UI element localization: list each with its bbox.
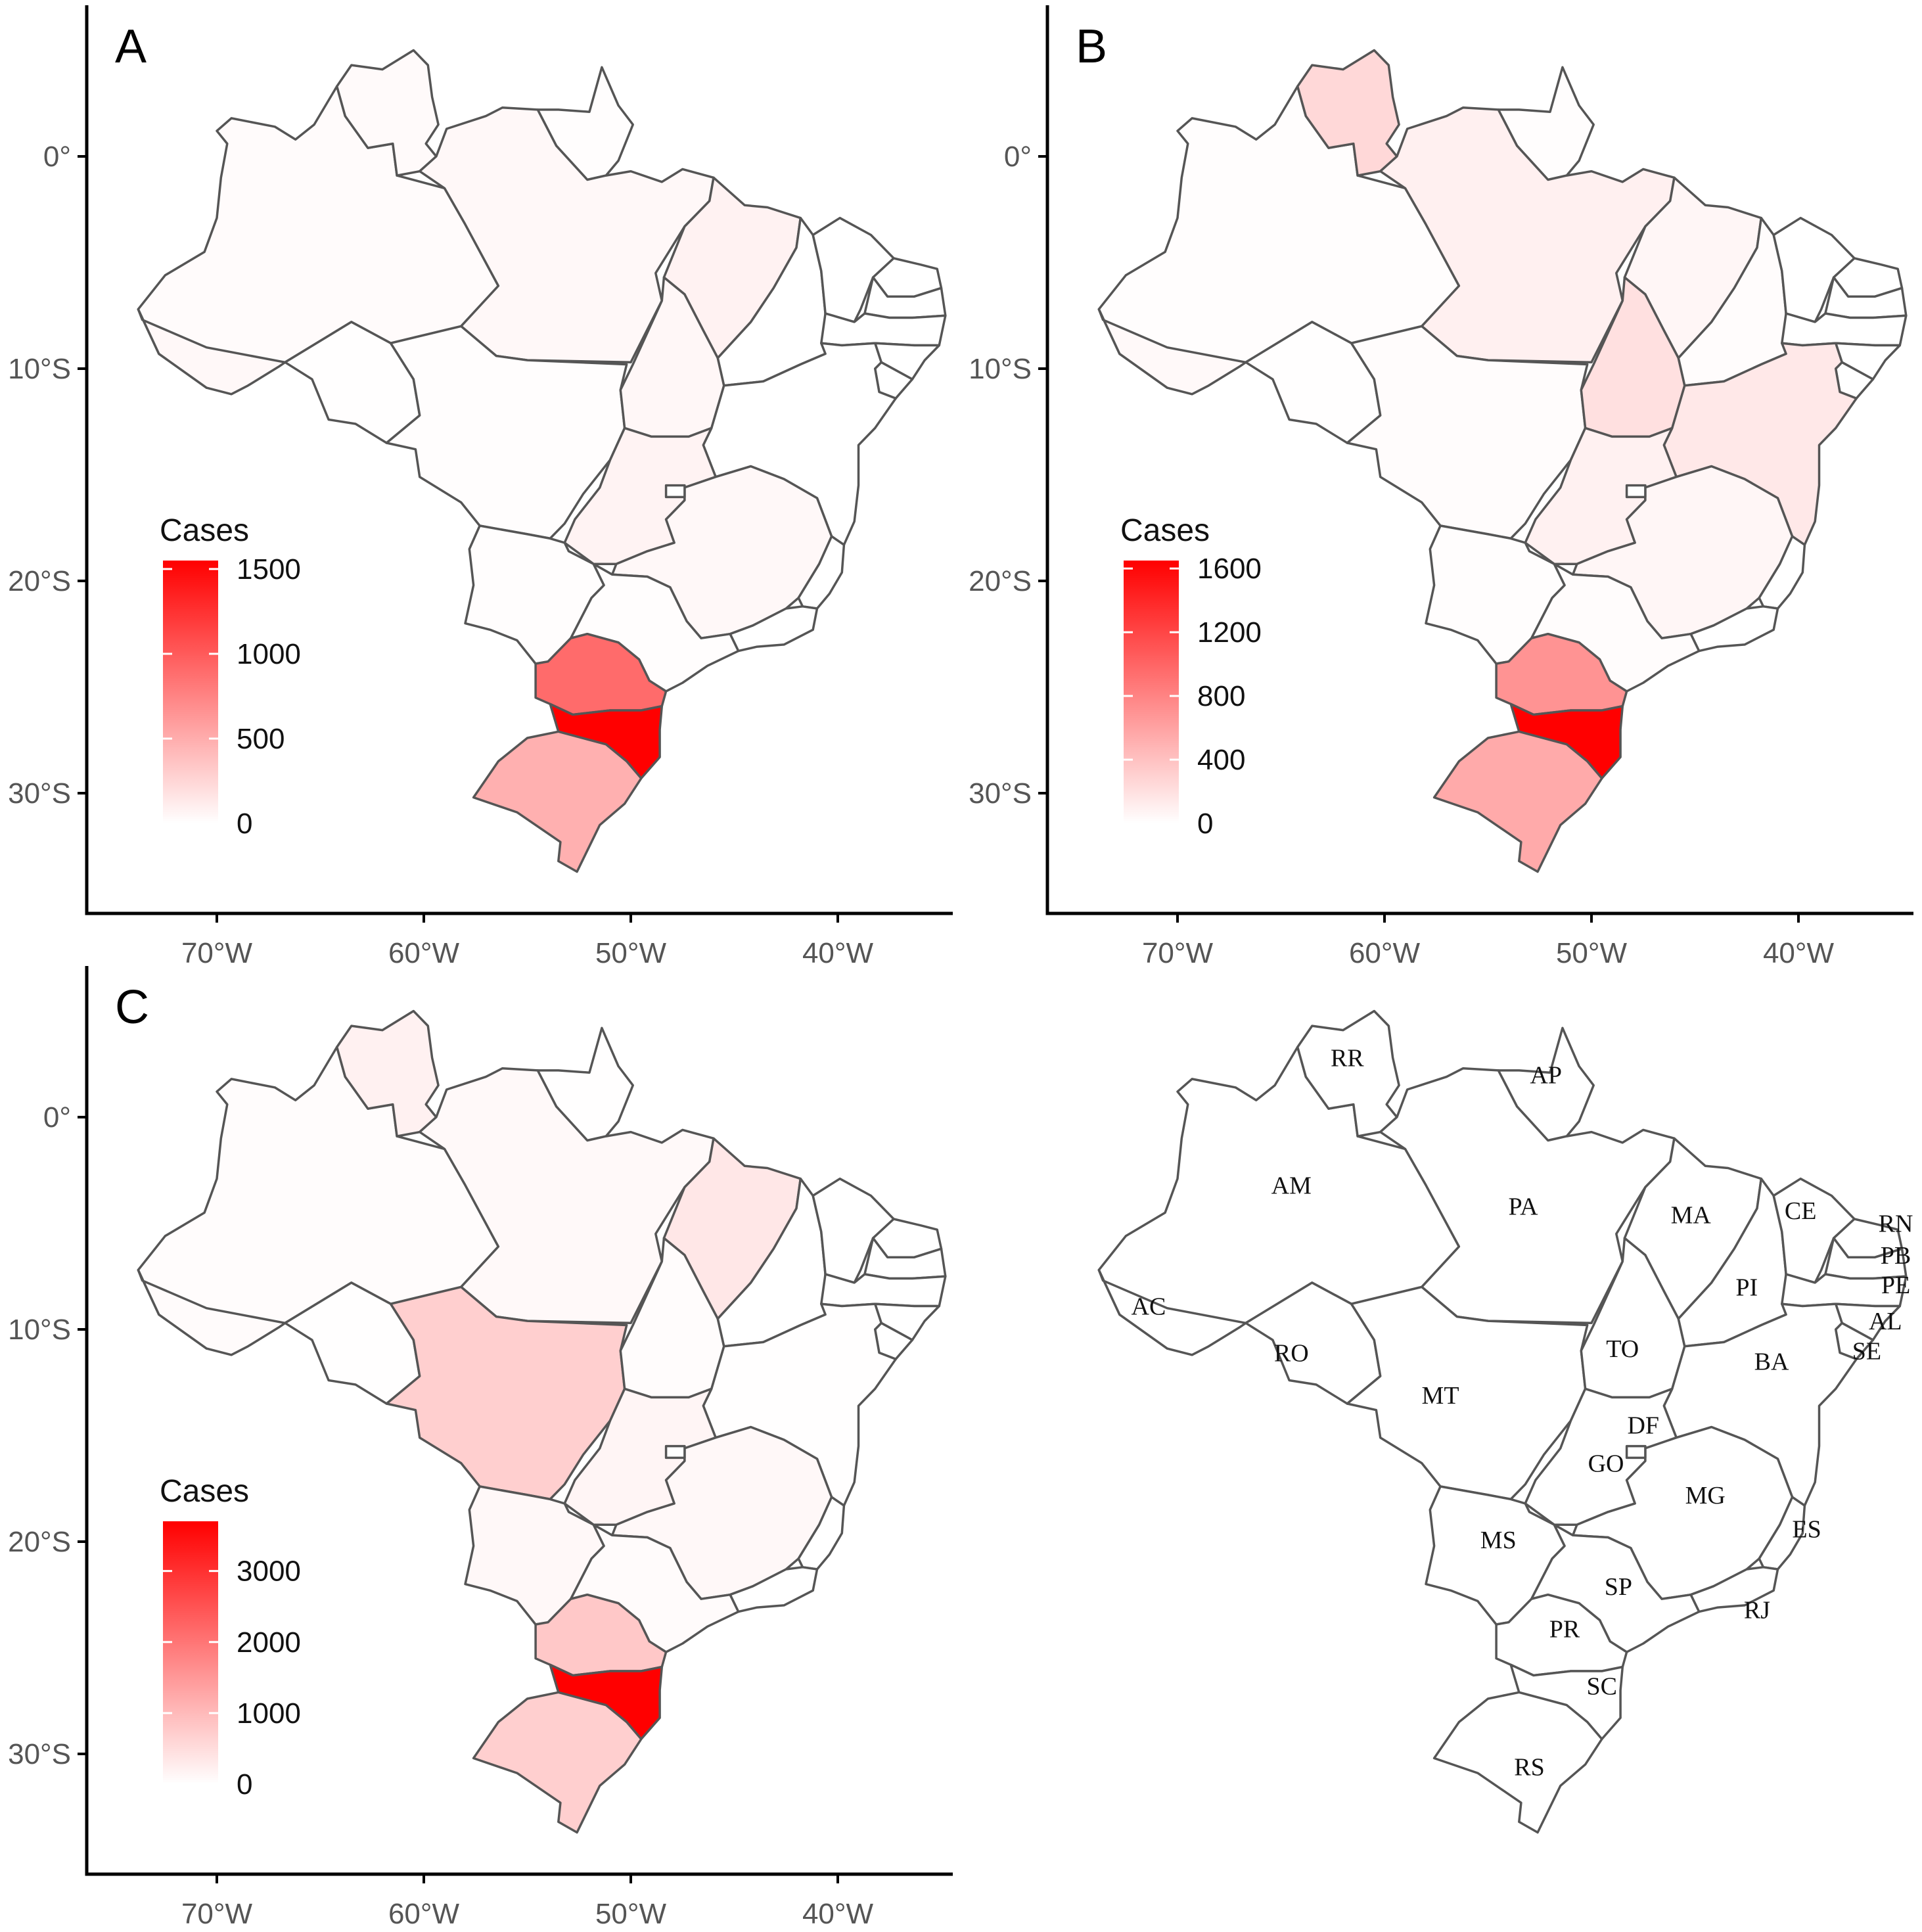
y-tick-label: 0°	[43, 141, 71, 173]
x-tick-label: 70°W	[1142, 937, 1214, 969]
state-label-rj: RJ	[1744, 1596, 1770, 1624]
state-label-to: TO	[1606, 1335, 1639, 1363]
y-tick-label: 20°S	[8, 1526, 71, 1558]
legend-label: 500	[237, 723, 285, 755]
x-tick-label: 60°W	[388, 1898, 460, 1930]
state-label-sp: SP	[1605, 1573, 1632, 1601]
y-tick-label: 10°S	[8, 1314, 71, 1346]
state-label-rn: RN	[1879, 1210, 1913, 1238]
state-label-ms: MS	[1480, 1527, 1517, 1554]
state-df	[1627, 1446, 1645, 1458]
state-pe	[821, 1274, 946, 1306]
legend-colorbar	[163, 561, 218, 823]
x-tick-label: 70°W	[181, 937, 253, 969]
legend-label: 800	[1197, 680, 1245, 712]
map-panels: 70°W 60°W 50°W 40°W 0° 10°S 20°S 30°S A Cases 1500…	[8, 5, 1913, 1930]
state-label-al: AL	[1869, 1308, 1902, 1335]
brazil-states	[1099, 1011, 1906, 1833]
panel-b: 70°W 60°W 50°W 40°W 0° 10°S 20°S 30°S B Cases 1600…	[969, 5, 1913, 969]
state-label-pi: PI	[1735, 1274, 1758, 1301]
x-tick-label: 40°W	[1763, 937, 1835, 969]
state-label-mg: MG	[1685, 1482, 1726, 1509]
panel-letter: B	[1076, 20, 1107, 73]
state-label-pb: PB	[1881, 1242, 1911, 1270]
legend-label: 0	[237, 808, 252, 840]
state-pe	[1782, 313, 1906, 346]
state-label-pe: PE	[1881, 1272, 1910, 1299]
legend-title: Cases	[160, 1474, 249, 1509]
legend-label: 0	[237, 1768, 252, 1801]
state-label-ce: CE	[1785, 1197, 1817, 1225]
x-tick-label: 60°W	[388, 937, 460, 969]
y-tick-label: 30°S	[8, 777, 71, 810]
state-label-df: DF	[1627, 1412, 1659, 1439]
y-tick-label: 30°S	[969, 777, 1032, 810]
state-rs	[474, 1692, 641, 1832]
state-rs	[1434, 731, 1602, 871]
state-label-am: AM	[1271, 1172, 1312, 1199]
legend-label: 2000	[237, 1626, 301, 1659]
y-tick-label: 10°S	[8, 353, 71, 385]
state-label-rr: RR	[1331, 1045, 1364, 1072]
state-label-se: SE	[1852, 1337, 1881, 1365]
x-tick-label: 50°W	[595, 937, 667, 969]
state-df	[1627, 486, 1645, 497]
y-tick-label: 10°S	[969, 353, 1032, 385]
state-label-sc: SC	[1587, 1673, 1617, 1701]
panel-letter: C	[115, 981, 149, 1034]
legend-label: 400	[1197, 744, 1245, 776]
legend-label: 1600	[1197, 553, 1262, 585]
legend-label: 1000	[237, 638, 301, 670]
legend-label: 1000	[237, 1697, 301, 1730]
legend-label: 3000	[237, 1555, 301, 1588]
y-tick-label: 20°S	[8, 565, 71, 597]
legend-label: 0	[1197, 808, 1213, 840]
state-label-ro: RO	[1274, 1340, 1309, 1368]
x-tick-label: 70°W	[181, 1898, 253, 1930]
y-tick-label: 0°	[1004, 141, 1032, 173]
state-df	[666, 1446, 685, 1458]
state-label-ma: MA	[1671, 1202, 1712, 1230]
panel-c: 70°W 60°W 50°W 40°W 0° 10°S 20°S 30°S C Cases 3000…	[8, 966, 953, 1930]
x-tick-label: 50°W	[595, 1898, 667, 1930]
legend-title: Cases	[1120, 513, 1210, 548]
state-label-pr: PR	[1549, 1615, 1580, 1643]
y-tick-label: 30°S	[8, 1738, 71, 1770]
legend: Cases 1500 1000 500 0	[160, 513, 301, 840]
state-df	[666, 486, 685, 497]
state-label-go: GO	[1588, 1450, 1624, 1477]
x-tick-label: 40°W	[802, 1898, 874, 1930]
legend-colorbar	[1124, 561, 1179, 823]
legend-label: 1500	[237, 553, 301, 586]
y-tick-label: 0°	[43, 1101, 71, 1134]
state-label-ac: AC	[1132, 1293, 1166, 1320]
x-tick-label: 40°W	[802, 937, 874, 969]
state-label-ba: BA	[1754, 1348, 1789, 1375]
panel-letter: A	[115, 20, 147, 73]
x-tick-label: 60°W	[1349, 937, 1421, 969]
state-rs	[474, 731, 641, 871]
state-label-ap: AP	[1530, 1061, 1562, 1089]
x-tick-label: 50°W	[1556, 937, 1628, 969]
legend: Cases 1600 1200 800 400 0	[1120, 513, 1262, 840]
legend: Cases 3000 2000 1000 0	[160, 1474, 301, 1801]
y-tick-label: 20°S	[969, 565, 1032, 597]
panel-a: 70°W 60°W 50°W 40°W 0° 10°S 20°S 30°S A Cases 1500…	[8, 5, 953, 969]
state-label-mt: MT	[1422, 1382, 1459, 1410]
legend-colorbar	[163, 1521, 218, 1784]
legend-label: 1200	[1197, 616, 1262, 649]
state-label-rs: RS	[1514, 1753, 1544, 1781]
state-label-es: ES	[1792, 1516, 1821, 1544]
state-label-pa: PA	[1509, 1193, 1539, 1221]
legend-title: Cases	[160, 513, 249, 548]
state-pe	[821, 313, 946, 346]
